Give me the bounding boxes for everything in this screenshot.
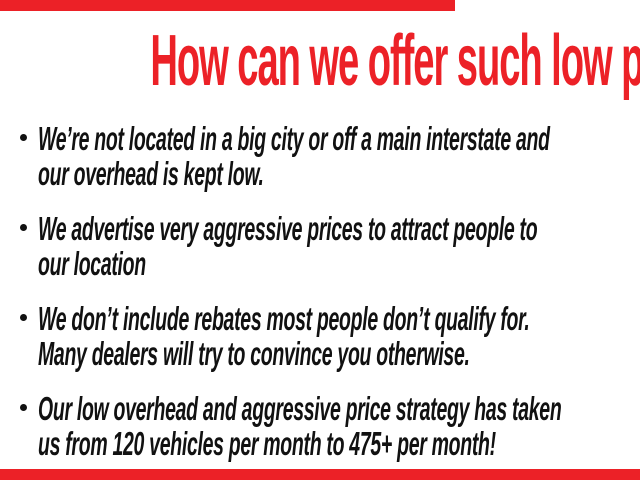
bullet-item: Our low overhead and aggressive price st…	[20, 391, 640, 461]
bullet-line: Our low overhead and aggressive price st…	[38, 390, 562, 427]
bullet-line: We’re not located in a big city or off a…	[38, 120, 550, 157]
bullet-line: Many dealers will try to convince you ot…	[38, 335, 470, 372]
bullet-line: us from 120 vehicles per month to 475+ p…	[38, 425, 496, 462]
bullet-line: our overhead is kept low.	[38, 155, 264, 192]
page-title: How can we offer such low prices?	[150, 21, 640, 101]
bullet-item: We’re not located in a big city or off a…	[20, 121, 640, 191]
bullet-list: We’re not located in a big city or off a…	[20, 121, 640, 480]
bullet-item: We advertise very aggressive prices to a…	[20, 211, 640, 281]
bullet-line: We don’t include rebates most people don…	[38, 300, 530, 337]
bullet-dot	[20, 404, 27, 411]
bullet-dot	[20, 224, 27, 231]
bullet-dot	[20, 134, 27, 141]
bullet-dot	[20, 314, 27, 321]
bullet-item: We don’t include rebates most people don…	[20, 301, 640, 371]
bottom-red-bar	[0, 469, 640, 480]
top-red-bar	[0, 0, 455, 11]
bullet-line: our location	[38, 245, 146, 282]
bullet-line: We advertise very aggressive prices to a…	[38, 210, 538, 247]
